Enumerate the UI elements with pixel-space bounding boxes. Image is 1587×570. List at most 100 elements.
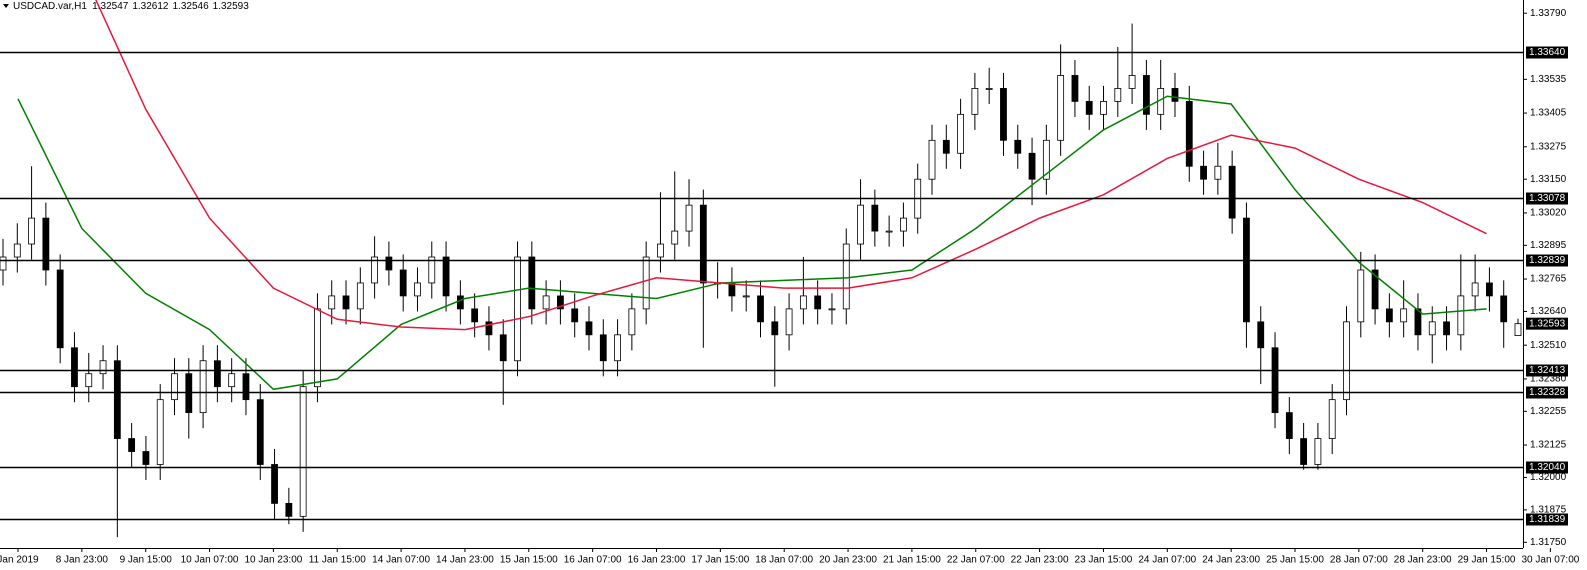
candle-body [842, 243, 850, 310]
header-text: 1.32593 [213, 1, 250, 12]
current-price-label: 1.32593 [1529, 318, 1566, 329]
candle-body [871, 204, 879, 232]
candle-body [1200, 165, 1207, 180]
candle-body [900, 217, 907, 232]
y-tick-label: 1.32000 [1530, 472, 1567, 483]
candle-body [1343, 321, 1350, 401]
candle-body [1214, 165, 1222, 180]
candle-body [228, 373, 236, 388]
x-tick-label: 29 Jan 15:00 [1458, 555, 1516, 566]
candle-body [171, 373, 178, 401]
candle-body [742, 295, 750, 298]
candle-body [657, 243, 664, 258]
candle-body [1057, 75, 1065, 141]
x-tick-label: 11 Jan 15:00 [309, 555, 367, 566]
candle-body [1114, 88, 1122, 102]
candle-body [213, 360, 221, 388]
y-tick-label: 1.32125 [1530, 440, 1567, 451]
x-tick-label: 22 Jan 07:00 [947, 555, 1005, 566]
candle-body [1400, 308, 1408, 323]
x-tick-label: 16 Jan 23:00 [628, 555, 686, 566]
x-tick-label: 16 Jan 07:00 [564, 555, 622, 566]
candle-body [1243, 217, 1250, 323]
candle-body [1414, 308, 1422, 336]
candle-body [1371, 269, 1379, 310]
level-label: 1.32839 [1529, 255, 1566, 266]
candle-body [642, 256, 650, 310]
y-tick-label: 1.32255 [1530, 406, 1567, 417]
candle-body [828, 308, 836, 311]
candle-body [456, 295, 464, 310]
chart-header: USDCAD.var,H1 1.32547 1.32612 1.32546 1.3259… [13, 1, 249, 12]
candle-body [1314, 438, 1322, 465]
moving-average [95, 0, 1487, 331]
candle-body [1500, 295, 1508, 323]
candle-body [599, 334, 607, 362]
level-label-box [1526, 461, 1568, 474]
candle-body [356, 282, 364, 310]
current-price-box [1526, 317, 1568, 330]
candle-body [1300, 438, 1308, 465]
y-tick-label: 1.33405 [1530, 108, 1567, 119]
menu-arrow[interactable] [3, 4, 9, 8]
candle-body [113, 360, 121, 439]
candle-body [242, 373, 250, 401]
candle-body [1142, 75, 1150, 115]
candle-body [371, 256, 379, 284]
candle-body [85, 373, 93, 388]
candle-body [56, 269, 64, 349]
axes: 1.33790 1.33535 1.33405 1.33275 1.33150 1.330… [0, 8, 1580, 566]
candle-body [285, 502, 293, 517]
level-label: 1.32040 [1529, 462, 1566, 473]
candle-body [1486, 282, 1493, 297]
x-tick-label: 25 Jan 15:00 [1266, 555, 1324, 566]
level-label-box [1526, 364, 1568, 377]
y-tick-label: 1.33020 [1530, 208, 1567, 219]
candle-body [1328, 399, 1336, 439]
candle-body [928, 139, 936, 180]
candle-body [13, 243, 21, 258]
candle-body [885, 230, 893, 233]
x-tick-label: 28 Jan 23:00 [1394, 555, 1452, 566]
header-text: 1.32546 [172, 1, 209, 12]
candle-body [542, 295, 550, 310]
candle-body [1471, 282, 1479, 297]
candle-body [385, 256, 393, 271]
candle-body [1514, 323, 1522, 336]
candle-body [1014, 139, 1022, 154]
x-tick-label: 23 Jan 15:00 [1075, 555, 1133, 566]
candle-body [42, 217, 50, 271]
candle-body [28, 217, 35, 245]
x-tick-label: Jan 2019 [0, 555, 39, 566]
level-label: 1.33640 [1529, 47, 1566, 58]
candle-body [1128, 75, 1136, 89]
y-tick-label: 1.33790 [1530, 8, 1567, 19]
candle-body [814, 295, 822, 310]
candle-body [557, 295, 564, 310]
candle-body [1228, 165, 1236, 219]
x-tick-label: 24 Jan 07:00 [1138, 555, 1196, 566]
x-tick-label: 24 Jan 23:00 [1202, 555, 1260, 566]
candle-body [757, 295, 764, 323]
y-tick-label: 1.32640 [1530, 306, 1567, 317]
level-label: 1.31839 [1529, 514, 1566, 525]
candle-body [399, 269, 407, 297]
candle-body [942, 139, 950, 154]
y-tick-label: 1.33150 [1530, 174, 1567, 185]
candle-body [957, 113, 964, 154]
candle-body [256, 399, 264, 465]
candle-body [1285, 412, 1293, 439]
moving-average [17, 95, 1487, 391]
y-tick-label: 1.33535 [1530, 74, 1567, 85]
candle-body [1085, 101, 1093, 115]
candle-body [785, 308, 793, 336]
candle-body [1357, 269, 1365, 323]
candle-body [1185, 101, 1193, 167]
candle-body [1257, 321, 1265, 349]
candle-body [699, 204, 707, 284]
candle-body [614, 334, 621, 362]
header-text: 1.32612 [132, 1, 169, 12]
y-tick-label: 1.33275 [1530, 141, 1567, 152]
candle-body [442, 256, 450, 297]
